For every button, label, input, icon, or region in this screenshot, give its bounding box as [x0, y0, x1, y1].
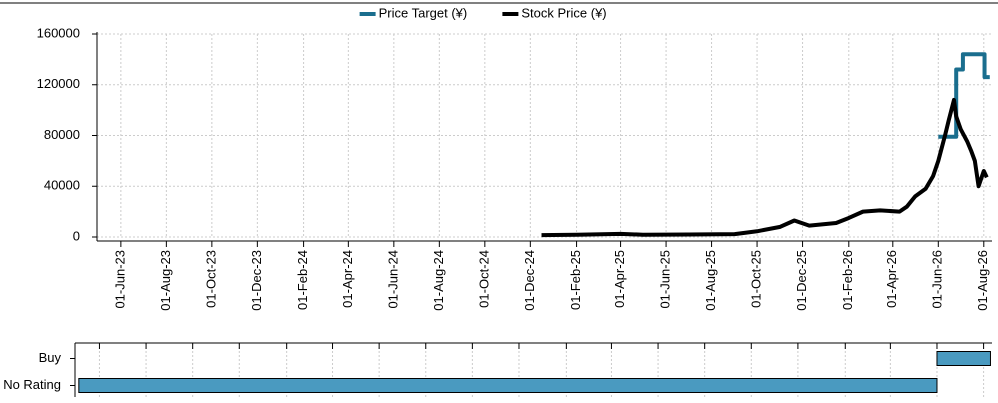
x-tick-label: 01-Oct-23: [203, 250, 218, 308]
x-tick-label: 01-Aug-25: [703, 250, 718, 311]
x-tick-label: 01-Dec-24: [522, 250, 537, 311]
legend-label: Price Target (¥): [379, 5, 468, 20]
x-tick-label: 01-Aug-23: [158, 250, 173, 311]
x-tick-label: 01-Feb-26: [840, 250, 855, 310]
x-tick-label: 01-Feb-24: [295, 250, 310, 310]
x-tick-label: 01-Apr-26: [884, 250, 899, 308]
x-tick-label: 01-Jun-23: [112, 250, 127, 309]
rating-bar: [78, 378, 938, 393]
x-tick-label: 01-Aug-24: [431, 250, 446, 311]
y-tick-label: 160000: [37, 25, 80, 40]
x-tick-label: 01-Jun-26: [930, 250, 945, 309]
x-tick-label: 01-Jun-24: [385, 250, 400, 309]
x-tick-label: 01-Aug-26: [975, 250, 990, 311]
x-tick-label: 01-Dec-25: [794, 250, 809, 311]
x-tick-label: 01-Feb-25: [568, 250, 583, 310]
x-tick-label: 01-Dec-23: [249, 250, 264, 311]
x-tick-label: 01-Apr-25: [612, 250, 627, 308]
x-tick-label: 01-Oct-25: [749, 250, 764, 308]
x-tick-label: 01-Jun-25: [658, 250, 673, 309]
series-line: [938, 52, 990, 139]
y-tick-label: 0: [73, 228, 80, 243]
y-tick-label: 80000: [44, 127, 80, 142]
y-tick-label: 40000: [44, 178, 80, 193]
x-tick-label: 01-Oct-24: [476, 250, 491, 308]
rating-bar: [936, 351, 991, 366]
y-tick-label: 120000: [37, 76, 80, 91]
series-line: [541, 97, 989, 238]
x-tick-label: 01-Apr-24: [340, 250, 355, 308]
y-tick-label: Buy: [39, 350, 62, 365]
legend-label: Stock Price (¥): [521, 5, 606, 20]
y-tick-label: No Rating: [3, 377, 61, 392]
